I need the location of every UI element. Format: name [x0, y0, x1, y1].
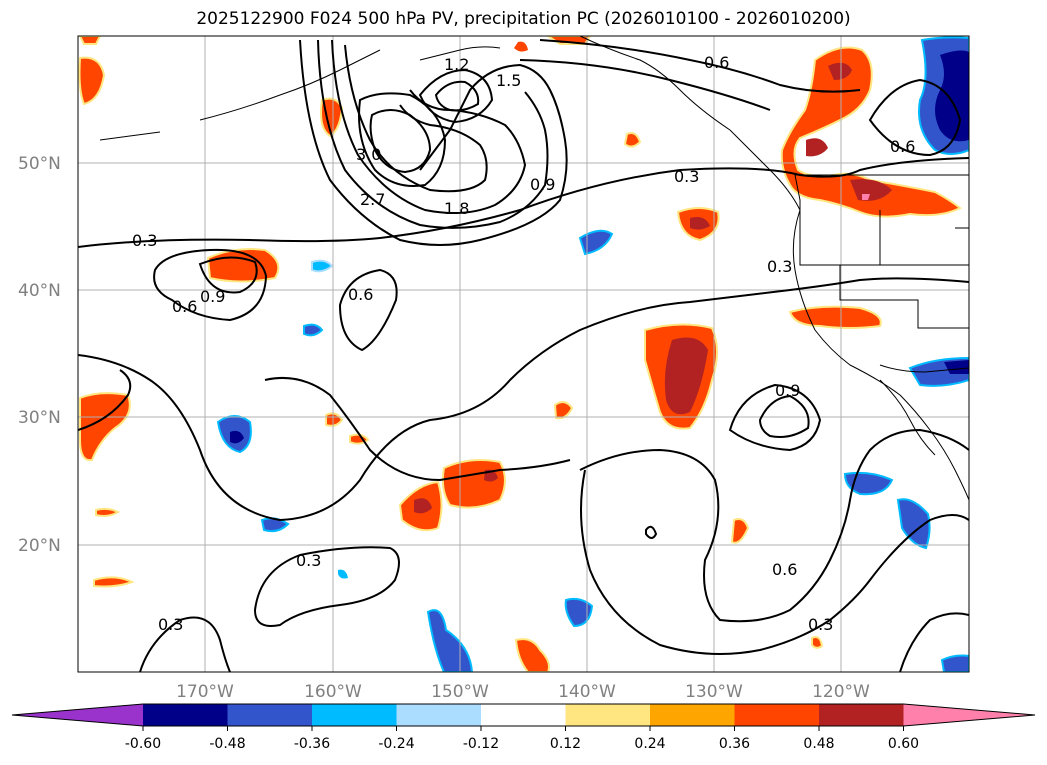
contour-label-0-3: 0.3 — [158, 615, 183, 634]
map-title: 2025122900 F024 500 hPa PV, precipitatio… — [196, 9, 851, 29]
contour-label-1-5: 1.5 — [496, 71, 521, 90]
contour-label-1-8: 1.8 — [444, 199, 469, 218]
contour-label-0-6: 0.6 — [772, 560, 797, 579]
lat-label-40n: 40°N — [18, 281, 61, 301]
lon-label-120w: 120°W — [812, 682, 870, 702]
pv-contours — [78, 39, 969, 672]
colorbar-segment — [650, 704, 735, 726]
contour-label-2-7: 2.7 — [360, 190, 385, 209]
lon-label-140w: 140°W — [558, 682, 616, 702]
colorbar-tick-label: 0.24 — [634, 736, 665, 752]
contour-label-3-0: 3.0 — [356, 145, 381, 164]
colorbar-extend-max — [903, 704, 1035, 726]
colorbar: -0.60 -0.48 -0.36 -0.24 -0.12 0.12 0.24 0.36 0.4… — [11, 703, 1036, 752]
lon-label-160w: 160°W — [304, 682, 362, 702]
graticule — [78, 36, 969, 672]
lon-label-130w: 130°W — [685, 682, 743, 702]
contour-label-0-3: 0.3 — [296, 551, 321, 570]
latitude-labels: 50°N 40°N 30°N 20°N — [18, 154, 61, 556]
colorbar-segment — [396, 704, 481, 726]
colorbar-tick-label: -0.48 — [209, 736, 245, 752]
colorbar-tick-label: -0.24 — [378, 736, 414, 752]
colorbar-segment — [143, 704, 228, 726]
lon-label-170w: 170°W — [176, 682, 234, 702]
lat-label-50n: 50°N — [18, 154, 61, 174]
contour-label-0-6: 0.6 — [704, 53, 729, 72]
colorbar-segment — [819, 704, 904, 726]
colorbar-tick-label: 0.48 — [803, 736, 834, 752]
colorbar-tick-label: 0.60 — [888, 736, 919, 752]
coastlines — [99, 36, 969, 501]
contour-label-0-3: 0.3 — [674, 167, 699, 186]
colorbar-extend-min — [12, 704, 143, 726]
contour-label-0-3: 0.3 — [132, 231, 157, 250]
negative-precip-anomalies — [216, 36, 969, 672]
lon-label-150w: 150°W — [431, 682, 489, 702]
contour-label-0-9: 0.9 — [530, 175, 555, 194]
contour-label-0-3: 0.3 — [767, 257, 792, 276]
contour-label-1-2: 1.2 — [444, 55, 469, 74]
colorbar-tick-label: -0.36 — [294, 736, 330, 752]
lat-label-30n: 30°N — [18, 408, 61, 428]
contour-label-0-9: 0.9 — [775, 381, 800, 400]
colorbar-tick-label: -0.60 — [125, 736, 161, 752]
contour-label-0-6: 0.6 — [348, 285, 373, 304]
contour-label-0-6: 0.6 — [172, 297, 197, 316]
contour-label-0-9: 0.9 — [200, 287, 225, 306]
lat-label-20n: 20°N — [18, 536, 61, 556]
colorbar-segment — [565, 704, 650, 726]
contour-label-0-3: 0.3 — [808, 615, 833, 634]
map-area: 0.3 0.3 0.3 0.3 0.3 0.3 0.6 0.6 0.6 0.6 … — [78, 36, 969, 672]
colorbar-tick-label: 0.12 — [550, 736, 581, 752]
colorbar-tick-label: -0.12 — [463, 736, 499, 752]
colorbar-tick-label: 0.36 — [719, 736, 750, 752]
colorbar-segment — [312, 704, 397, 726]
colorbar-segment — [227, 704, 312, 726]
contour-labels: 0.3 0.3 0.3 0.3 0.3 0.3 0.6 0.6 0.6 0.6 … — [132, 53, 915, 634]
colorbar-segment — [481, 704, 566, 726]
contour-label-0-6: 0.6 — [890, 137, 915, 156]
colorbar-segment — [734, 704, 819, 726]
map-frame — [77, 35, 970, 673]
longitude-labels: 170°W 160°W 150°W 140°W 130°W 120°W — [176, 682, 870, 702]
